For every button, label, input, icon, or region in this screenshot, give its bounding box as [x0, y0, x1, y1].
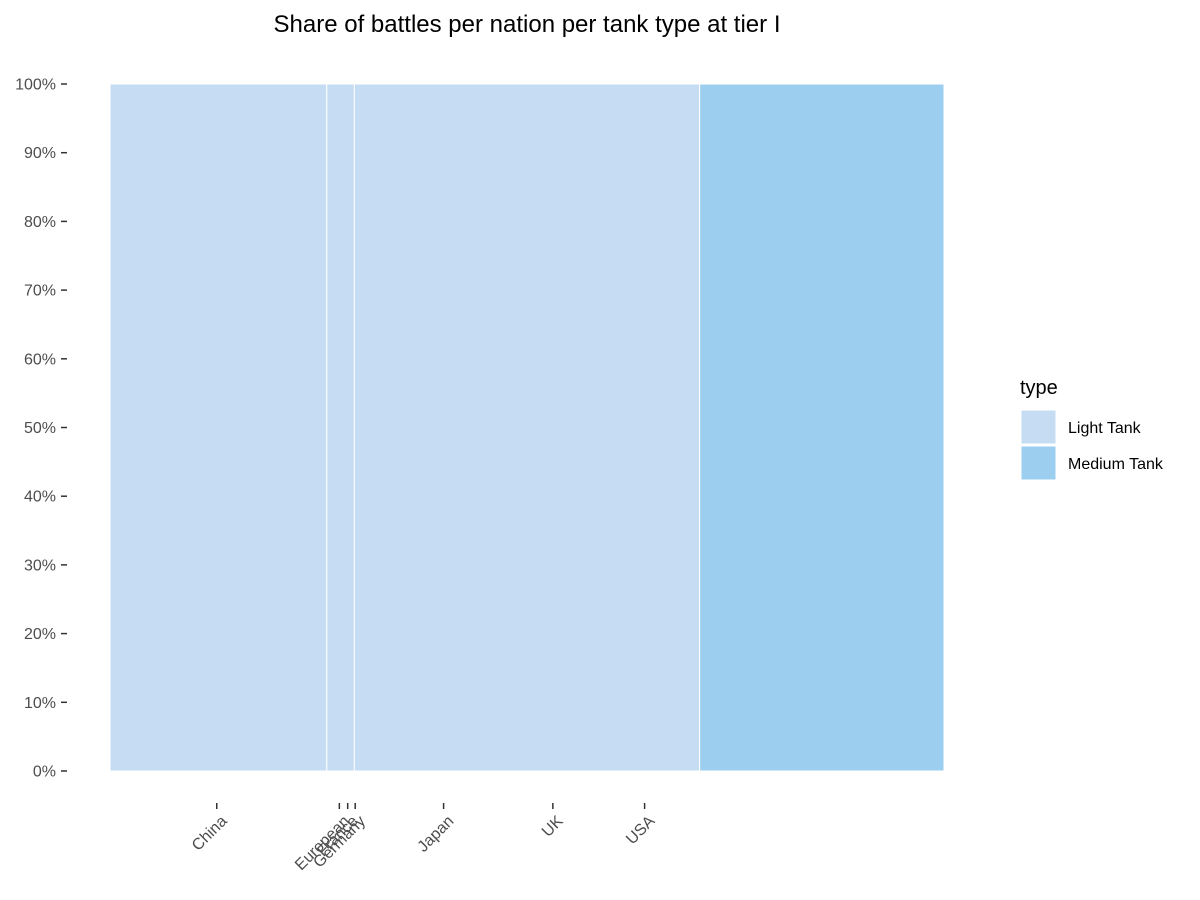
plot-area [109, 83, 945, 772]
y-tick-label: 0% [33, 764, 56, 781]
x-tick-label: USA [623, 813, 659, 849]
y-tick-label: 20% [24, 626, 56, 643]
y-tick-label: 50% [24, 420, 56, 437]
y-tick-label: 60% [24, 351, 56, 368]
legend-title: type [1020, 377, 1058, 399]
x-tick-label: China [189, 813, 231, 855]
x-tick-label: UK [539, 813, 567, 841]
bar-segment-4 [699, 83, 945, 772]
legend-key [1020, 445, 1057, 481]
bar-segment-3 [353, 83, 701, 772]
bar-segment-1 [109, 83, 328, 772]
chart-title: Share of battles per nation per tank typ… [274, 11, 781, 38]
y-tick-label: 70% [24, 283, 56, 300]
y-tick-label: 80% [24, 214, 56, 231]
y-tick-label: 30% [24, 557, 56, 574]
legend-label: Medium Tank [1068, 456, 1164, 473]
y-tick-label: 10% [24, 695, 56, 712]
bar-segment-2 [326, 83, 355, 772]
y-tick-label: 90% [24, 145, 56, 162]
y-tick-label: 40% [24, 489, 56, 506]
x-tick-label: Japan [415, 813, 458, 856]
y-axis: 0% 10% 20% 30% 40% 50% 60% 70% 80% 90% 100% [15, 77, 67, 781]
y-tick-label: 100% [15, 77, 56, 94]
legend: type Light Tank Medium Tank [1020, 377, 1164, 481]
legend-label: Light Tank [1068, 420, 1142, 437]
legend-key [1020, 409, 1057, 445]
